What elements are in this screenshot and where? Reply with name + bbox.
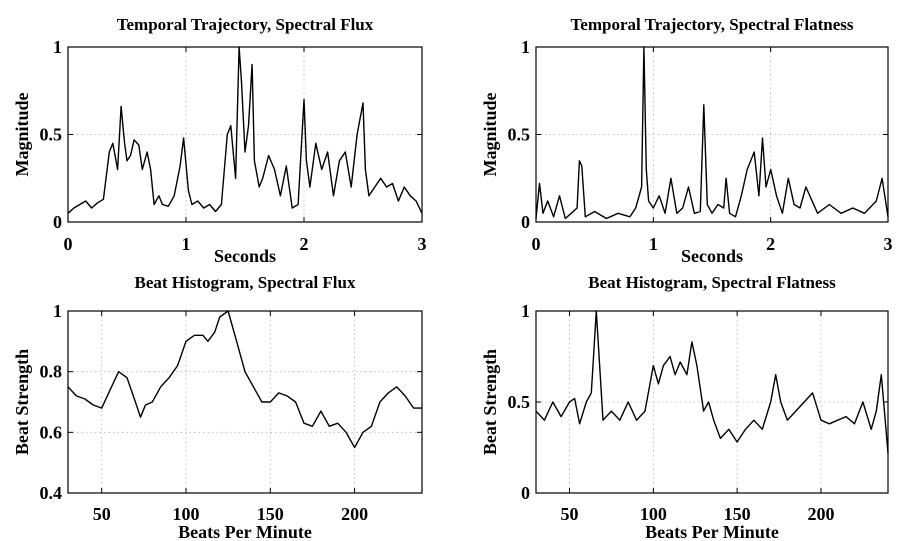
series-line	[67, 46, 423, 214]
y-tick-label: 0	[521, 483, 530, 503]
y-axis-label: Beat Strength	[12, 349, 32, 455]
series-line	[535, 46, 889, 220]
y-axis-label: Beat Strength	[480, 349, 500, 455]
x-tick-label: 100	[640, 504, 667, 524]
x-tick-label: 1	[649, 234, 658, 254]
y-tick-label: 0	[53, 212, 62, 232]
y-tick-label: 1	[53, 301, 62, 321]
x-tick-label: 200	[807, 504, 834, 524]
plot-frame	[67, 310, 423, 494]
chart-title: Beat Histogram, Spectral Flux	[135, 273, 356, 292]
x-tick-label: 50	[93, 504, 111, 524]
x-tick-label: 1	[182, 234, 191, 254]
chart-panel-2: 0 1 2 3 0 0.5 1 Temporal Trajectory, Spectral F…	[480, 15, 893, 266]
x-tick-label: 2	[300, 234, 309, 254]
y-tick-label: 0.5	[40, 125, 63, 145]
x-tick-label: 150	[724, 504, 751, 524]
y-tick-label: 0	[521, 212, 530, 232]
x-tick-label: 0	[64, 234, 73, 254]
y-tick-label: 0.4	[40, 483, 63, 503]
x-tick-label: 100	[173, 504, 200, 524]
y-tick-label: 0.5	[508, 392, 531, 412]
x-axis-label: Seconds	[681, 246, 743, 266]
chart-panel-1: 0 1 2 3 0 0.5 1 Temporal Trajectory, Spectral F…	[12, 15, 427, 266]
chart-title: Beat Histogram, Spectral Flatness	[588, 273, 836, 292]
chart-title: Temporal Trajectory, Spectral Flatness	[571, 15, 854, 34]
x-axis-label: Beats Per Minute	[645, 522, 779, 541]
y-axis-label: Magnitude	[12, 92, 32, 176]
chart-panel-3: 50 100 150 200 0.4 0.6 0.8 1 Beat Histogram, Spe…	[12, 273, 423, 541]
x-tick-label: 3	[884, 234, 893, 254]
y-axis-label: Magnitude	[480, 92, 500, 176]
x-tick-label: 150	[257, 504, 284, 524]
y-tick-label: 1	[521, 301, 530, 321]
y-tick-label: 0.6	[40, 422, 63, 442]
x-tick-label: 3	[418, 234, 427, 254]
y-tick-label: 1	[53, 37, 62, 57]
chart-title: Temporal Trajectory, Spectral Flux	[117, 15, 374, 34]
x-tick-label: 50	[561, 504, 579, 524]
chart-panel-4: 50 100 150 200 0 0.5 1 Beat Histogram, Spectral…	[480, 273, 889, 541]
y-tick-label: 1	[521, 37, 530, 57]
series-line	[67, 310, 422, 449]
x-tick-label: 2	[766, 234, 775, 254]
x-axis-label: Beats Per Minute	[178, 522, 312, 541]
x-tick-label: 200	[341, 504, 368, 524]
y-tick-label: 0.8	[40, 362, 63, 382]
x-axis-label: Seconds	[214, 246, 276, 266]
y-tick-label: 0.5	[508, 125, 531, 145]
series-line	[535, 310, 889, 454]
x-tick-label: 0	[532, 234, 541, 254]
